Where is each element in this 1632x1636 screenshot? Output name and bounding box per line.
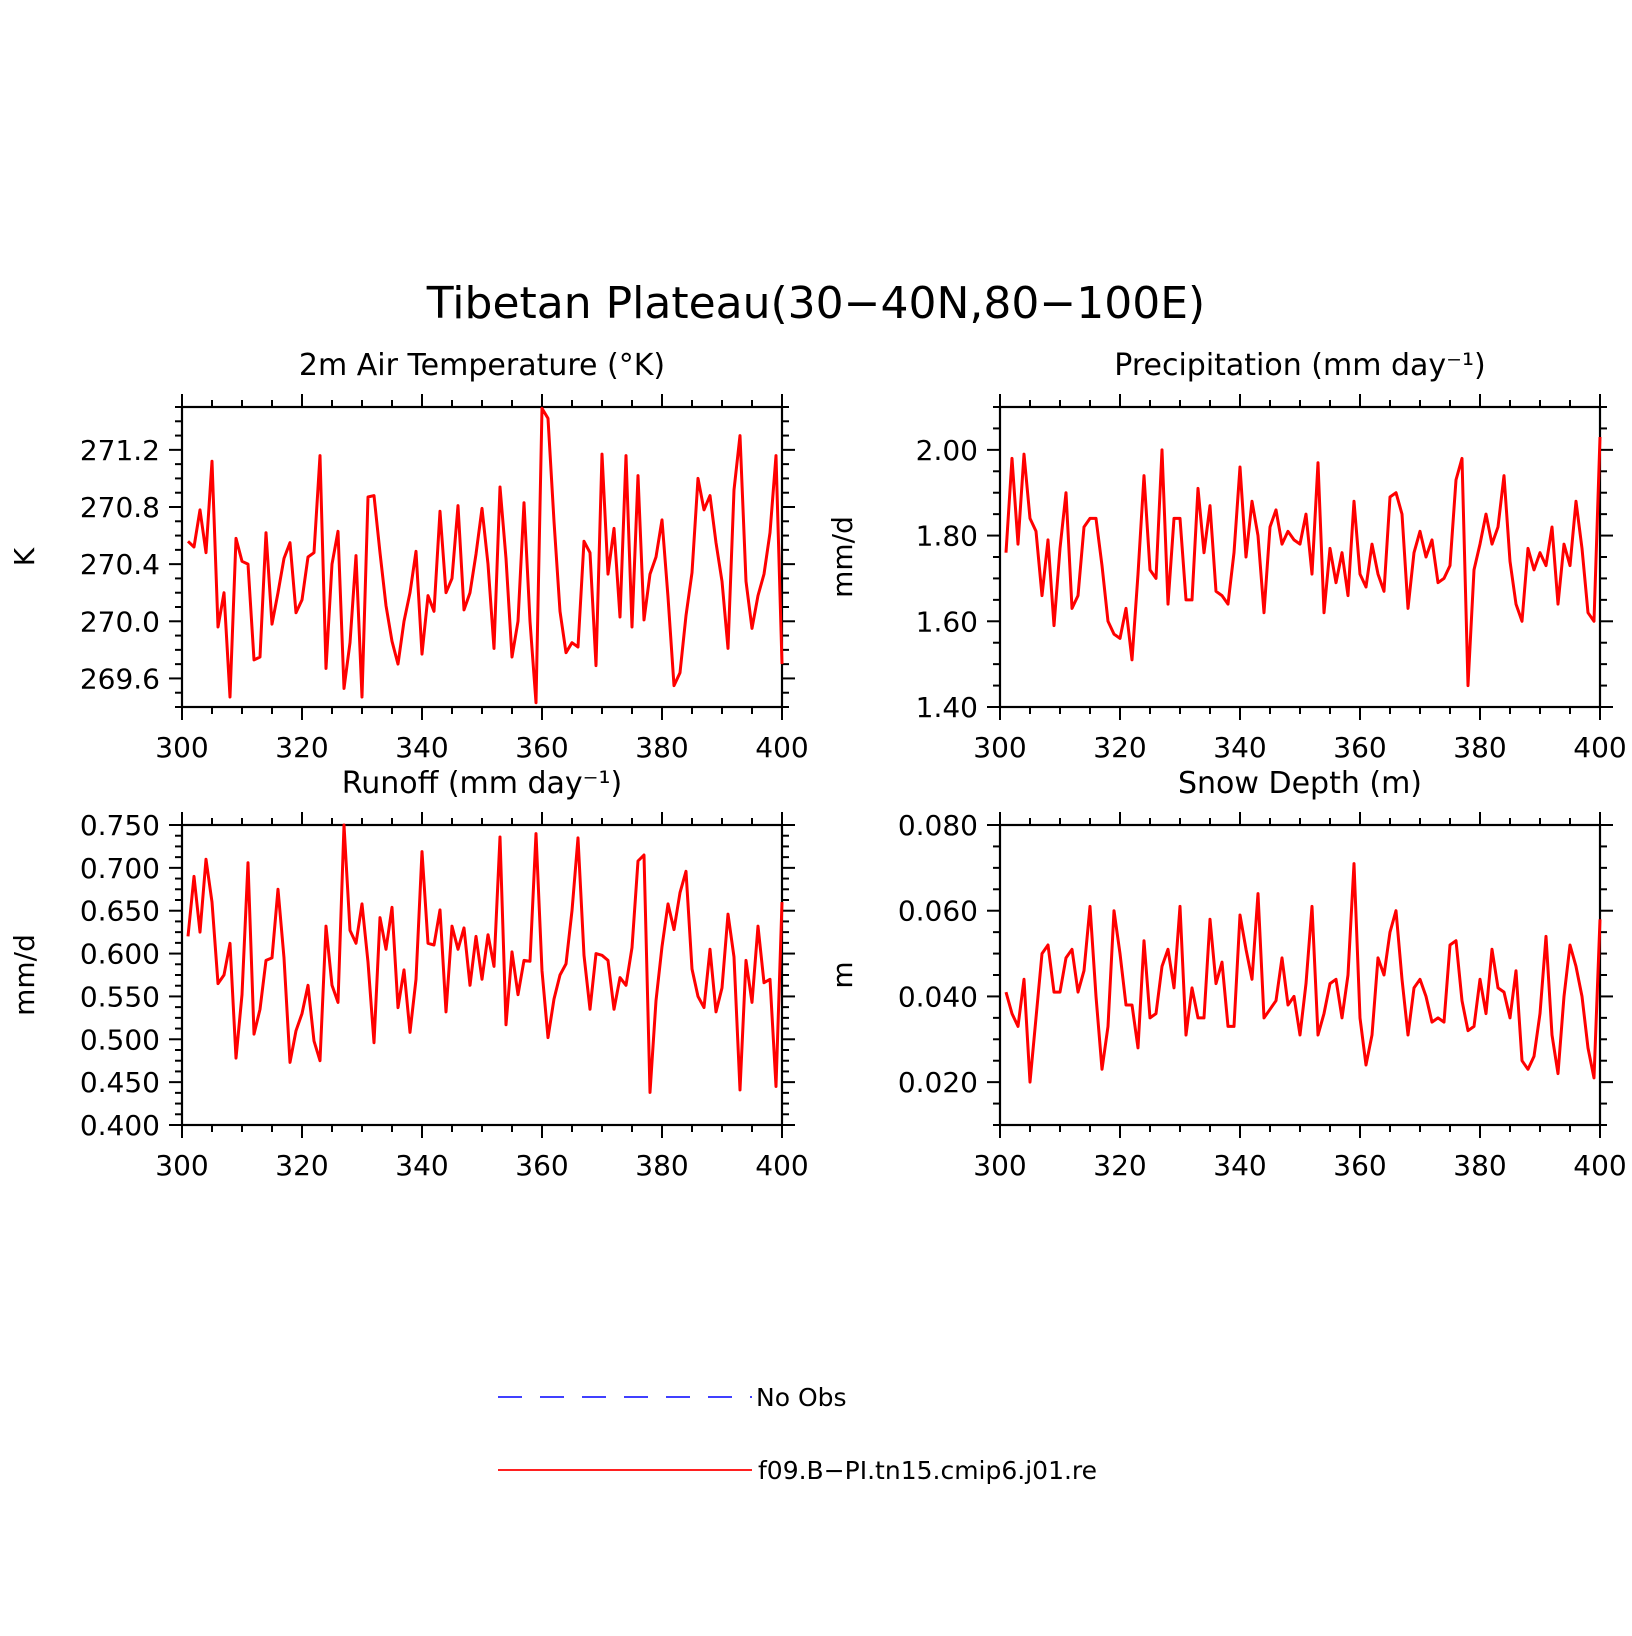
x-tick-label: 300 — [973, 1149, 1026, 1182]
y-tick-label: 0.020 — [898, 1066, 978, 1099]
panel-2m-air-temperature-title: 2m Air Temperature (°K) — [299, 348, 665, 383]
panel-snow-depth-series-line — [1004, 862, 1602, 1084]
panel-precipitation-ylabel: mm/d — [826, 516, 859, 598]
x-tick-label: 360 — [515, 1149, 568, 1182]
legend-no-obs-label: No Obs — [756, 1383, 847, 1412]
x-tick-label: 320 — [1093, 731, 1146, 764]
x-tick-label: 320 — [1093, 1149, 1146, 1182]
x-tick-label: 320 — [275, 731, 328, 764]
y-tick-label: 1.60 — [916, 605, 978, 638]
y-tick-label: 0.080 — [898, 809, 978, 842]
panel-snow-depth-ticks — [987, 812, 1613, 1138]
x-tick-label: 340 — [1213, 1149, 1266, 1182]
x-tick-label: 380 — [1453, 1149, 1506, 1182]
panel-2m-air-temperature: 2m Air Temperature (°K) 300 320 340 360 380 40… — [8, 348, 809, 764]
x-tick-label: 380 — [635, 731, 688, 764]
panel-precipitation-series-line — [1004, 436, 1602, 688]
x-tick-label: 400 — [755, 1149, 808, 1182]
panel-precipitation: Precipitation (mm day⁻¹) 300 320 340 360 380 4… — [826, 348, 1627, 764]
x-tick-label: 320 — [275, 1149, 328, 1182]
panel-snow-depth: Snow Depth (m) 300 320 340 360 380 400 0.020 0.0… — [826, 766, 1627, 1182]
y-tick-label: 270.0 — [80, 605, 160, 638]
y-tick-label: 0.550 — [80, 980, 160, 1013]
x-tick-label: 340 — [1213, 731, 1266, 764]
x-tick-label: 360 — [515, 731, 568, 764]
y-tick-label: 271.2 — [80, 434, 160, 467]
x-tick-label: 340 — [395, 1149, 448, 1182]
y-tick-label: 1.80 — [916, 520, 978, 553]
x-tick-label: 360 — [1333, 1149, 1386, 1182]
panel-snow-depth-ylabel: m — [826, 961, 859, 988]
x-tick-label: 400 — [1573, 1149, 1626, 1182]
x-tick-label: 380 — [1453, 731, 1506, 764]
x-tick-label: 300 — [973, 731, 1026, 764]
panel-2m-air-temperature-ticks — [169, 394, 795, 720]
y-tick-label: 0.040 — [898, 980, 978, 1013]
panel-snow-depth-title: Snow Depth (m) — [1178, 766, 1422, 801]
y-tick-label: 0.750 — [80, 809, 160, 842]
y-tick-label: 0.600 — [80, 938, 160, 971]
y-tick-label: 270.4 — [80, 548, 160, 581]
y-tick-label: 0.400 — [80, 1109, 160, 1142]
x-tick-label: 360 — [1333, 731, 1386, 764]
y-tick-label: 0.450 — [80, 1066, 160, 1099]
y-tick-label: 0.700 — [80, 852, 160, 885]
y-tick-label: 2.00 — [916, 434, 978, 467]
y-tick-label: 1.40 — [916, 691, 978, 724]
panel-precipitation-ticks — [987, 394, 1613, 720]
legend-model-label: f09.B−PI.tn15.cmip6.j01.re — [758, 1456, 1097, 1485]
y-tick-label: 0.060 — [898, 895, 978, 928]
panel-runoff: Runoff (mm day⁻¹) 300 320 340 360 380 400 0.400… — [8, 766, 809, 1182]
x-tick-label: 300 — [155, 1149, 208, 1182]
panel-runoff-ylabel: mm/d — [8, 934, 41, 1016]
legend: No Obs f09.B−PI.tn15.cmip6.j01.re — [498, 1383, 1097, 1485]
y-tick-label: 0.650 — [80, 895, 160, 928]
panel-runoff-title: Runoff (mm day⁻¹) — [342, 766, 623, 801]
panel-2m-air-temperature-series-line — [186, 406, 784, 705]
x-tick-label: 380 — [635, 1149, 688, 1182]
panel-precipitation-title: Precipitation (mm day⁻¹) — [1114, 348, 1485, 383]
y-tick-label: 0.500 — [80, 1023, 160, 1056]
figure-title: Tibetan Plateau(30−40N,80−100E) — [426, 278, 1205, 329]
x-tick-label: 400 — [1573, 731, 1626, 764]
panel-runoff-ticks — [169, 812, 795, 1138]
y-tick-label: 270.8 — [80, 491, 160, 524]
panel-2m-air-temperature-ylabel: K — [8, 547, 41, 566]
panel-runoff-series-line — [186, 823, 784, 1094]
x-tick-label: 300 — [155, 731, 208, 764]
y-tick-label: 269.6 — [80, 662, 160, 695]
x-tick-label: 400 — [755, 731, 808, 764]
x-tick-label: 340 — [395, 731, 448, 764]
